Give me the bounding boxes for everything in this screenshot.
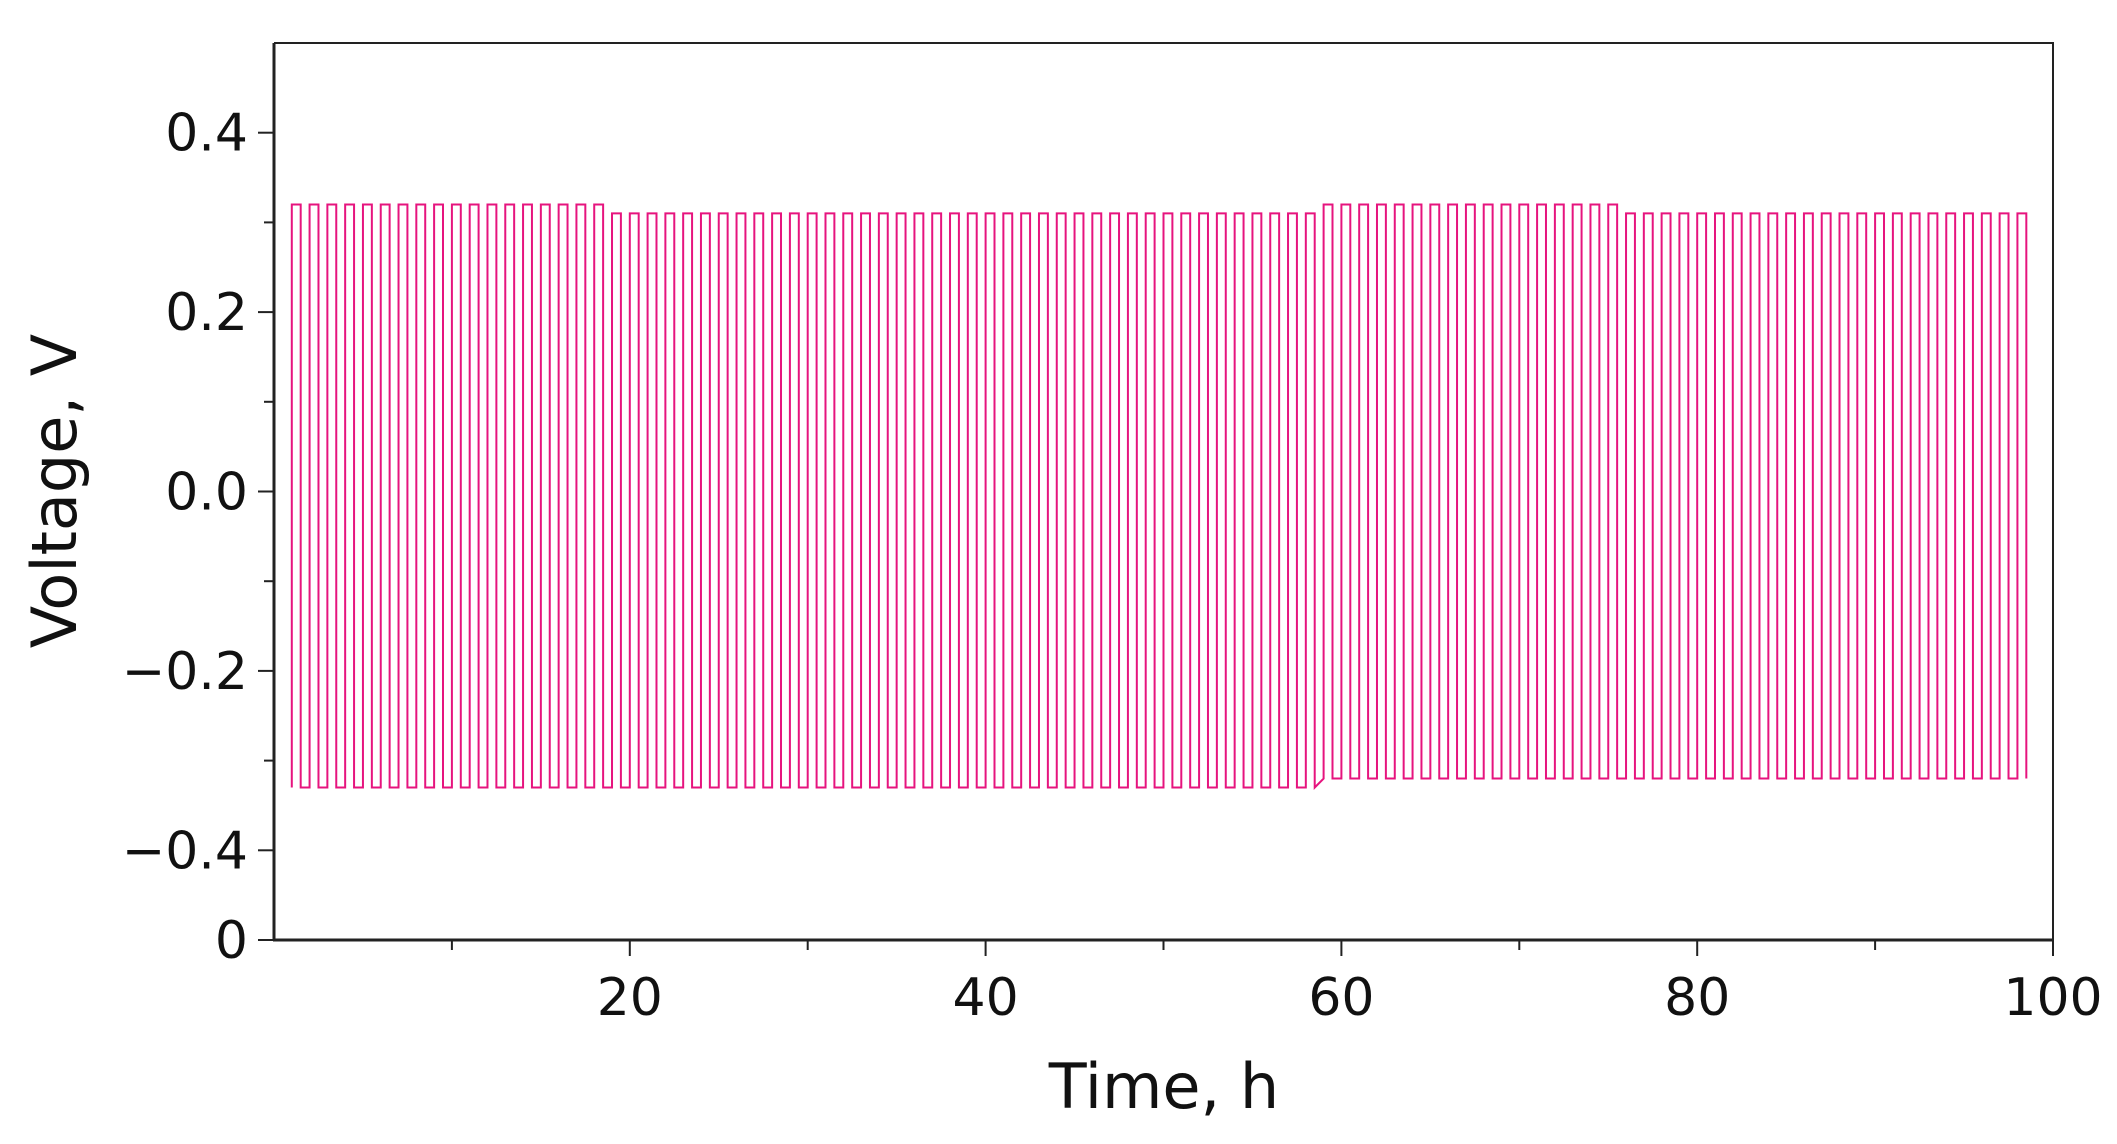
y-axis-label: Voltage, V: [18, 334, 91, 648]
y-tick-label: 0.0: [165, 463, 248, 523]
x-tick-label: 100: [2003, 968, 2102, 1028]
x-tick-label: 80: [1664, 968, 1730, 1028]
x-tick-label: 20: [597, 968, 663, 1028]
y-tick-label: 0.2: [165, 283, 248, 343]
x-tick-label: 60: [1308, 968, 1374, 1028]
x-tick-label: 40: [953, 968, 1019, 1028]
y-tick-label: 0: [215, 911, 248, 971]
voltage-line: [290, 203, 2028, 790]
x-axis-label: Time, h: [1048, 1050, 1279, 1123]
y-tick-label: −0.2: [122, 642, 248, 702]
plot-frame: [274, 42, 2054, 940]
y-tick-label: −0.4: [122, 821, 248, 881]
y-tick-label: 0.4: [165, 104, 248, 164]
